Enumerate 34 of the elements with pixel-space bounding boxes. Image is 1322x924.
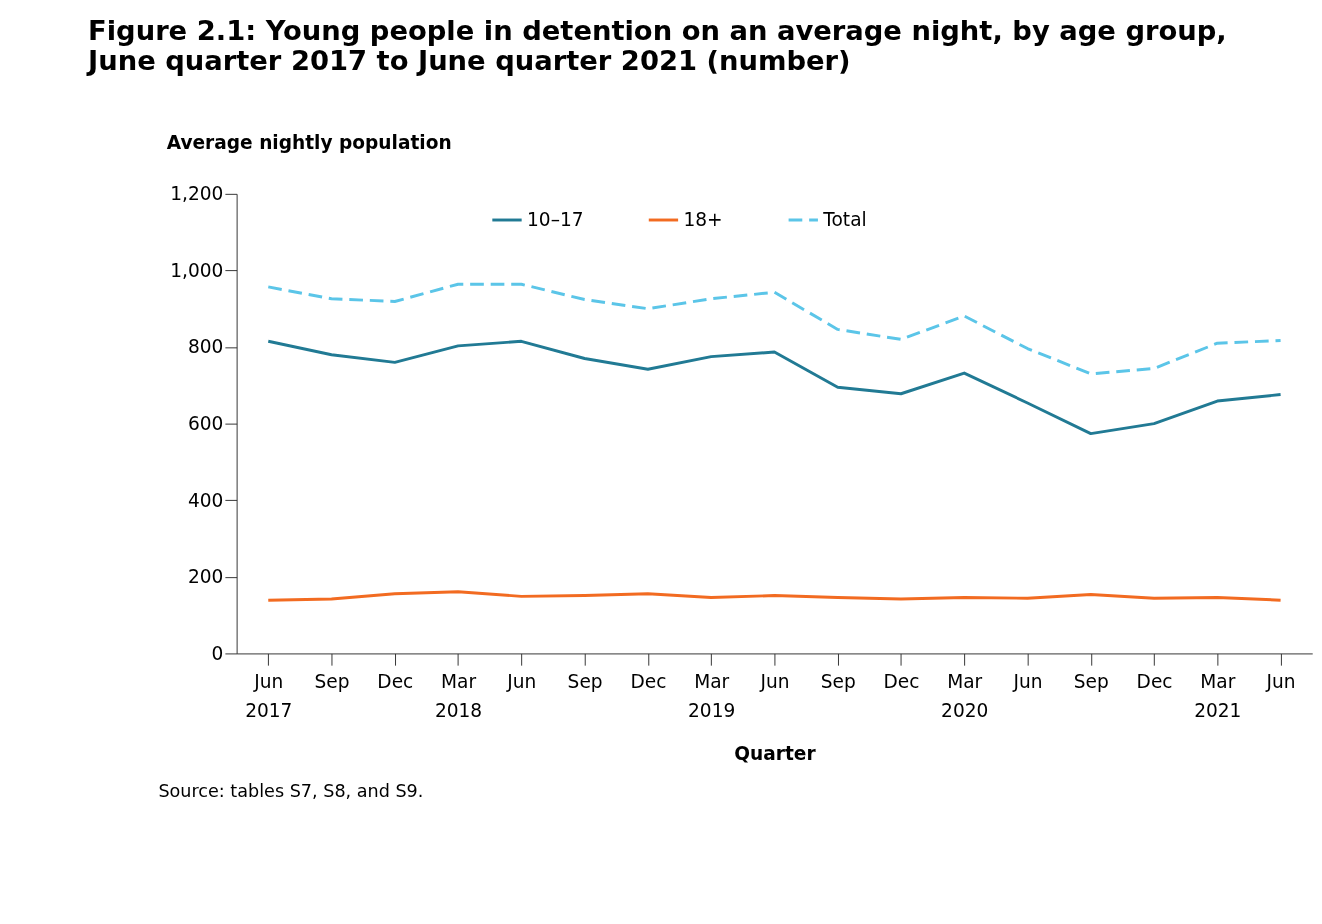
x-tick-label: Jun — [1012, 671, 1043, 693]
y-tick-label: 0 — [211, 642, 224, 664]
x-tick-label: Jun — [506, 671, 537, 693]
legend-label: 18+ — [683, 208, 723, 230]
chart-title: Figure 2.1: Young people in detention on an average night, by age group, June quarter 2017 to June quarter 2021 (number) — [86, 15, 1227, 76]
x-tick-label: Dec — [883, 671, 920, 693]
legend-label: Total — [822, 208, 867, 230]
x-tick-label: Sep — [820, 671, 856, 693]
x-tick-label: Mar 2020 — [941, 671, 989, 722]
x-tick-label: Dec — [1136, 671, 1173, 693]
x-tick-label: Jun 2017 — [245, 671, 293, 722]
x-tick-label: Dec — [630, 671, 667, 693]
y-tick-label: 600 — [187, 412, 224, 434]
line-series — [266, 282, 1283, 376]
x-axis-title: Quarter — [734, 743, 817, 765]
x-tick-label: Sep — [1073, 671, 1109, 693]
legend-label: 10–17 — [527, 208, 584, 230]
x-tick-label: Mar 2018 — [434, 671, 483, 722]
x-tick-label: Mar 2021 — [1194, 671, 1242, 722]
y-tick-label: 1,200 — [170, 183, 224, 205]
y-axis-title: Average nightly population — [166, 132, 452, 154]
x-tick-label: Jun — [1265, 671, 1296, 693]
y-tick-label: 1,000 — [170, 259, 224, 281]
y-tick-label: 400 — [187, 489, 224, 511]
x-tick-label: Sep — [567, 671, 603, 693]
source-note: Source: tables S7, S8, and S9. — [158, 781, 424, 802]
y-tick-label: 800 — [187, 336, 224, 358]
x-tick-label: Dec — [377, 671, 414, 693]
line-series — [266, 590, 1283, 602]
x-tick-label: Mar 2019 — [688, 671, 736, 722]
y-tick-label: 200 — [187, 566, 224, 588]
line-series — [266, 339, 1283, 436]
x-tick-label: Jun — [759, 671, 790, 693]
x-tick-label: Sep — [314, 671, 350, 693]
